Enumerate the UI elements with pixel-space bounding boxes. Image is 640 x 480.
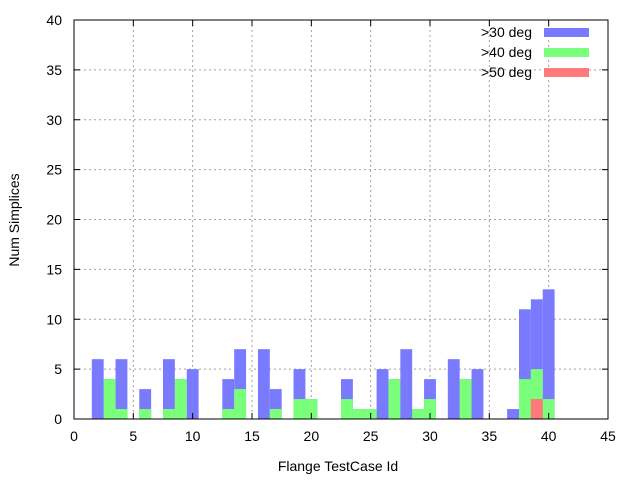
y-tick-label: 0 <box>54 411 62 427</box>
y-tick-labels: 0 5 10 15 20 25 30 35 40 <box>46 12 62 427</box>
bar-over-30 <box>519 309 531 419</box>
bar-over-40 <box>115 409 128 419</box>
bar-over-40 <box>222 409 235 419</box>
bar-over-40 <box>519 379 531 419</box>
x-tick-label: 0 <box>70 428 78 444</box>
y-axis-label: Num Simplices <box>6 173 22 266</box>
bar-over-50 <box>530 399 543 419</box>
bar-over-40 <box>234 389 247 419</box>
x-tick-label: 40 <box>541 428 557 444</box>
x-tick-label: 45 <box>600 428 616 444</box>
bar-over-30 <box>376 369 389 419</box>
legend: >30 deg >40 deg >50 deg <box>481 24 589 80</box>
y-tick-label: 5 <box>54 361 62 377</box>
bar-over-40 <box>459 379 472 419</box>
bar-over-40 <box>103 379 116 419</box>
legend-label: >40 deg <box>481 44 532 60</box>
bar-over-40 <box>174 379 187 419</box>
legend-swatch <box>544 68 589 77</box>
bar-over-30 <box>186 369 199 419</box>
bar-over-30 <box>471 369 484 419</box>
bar-over-30 <box>507 409 519 419</box>
y-tick-label: 15 <box>46 261 62 277</box>
bar-over-30 <box>257 349 270 419</box>
bar-over-30 <box>115 359 128 419</box>
bar-over-30 <box>222 379 235 419</box>
x-tick-labels: 0 5 10 15 20 25 30 35 40 45 <box>70 428 616 444</box>
x-axis-label: Flange TestCase Id <box>278 458 398 474</box>
axis-ticks <box>73 19 609 420</box>
bar-over-30 <box>139 389 152 419</box>
bar-over-40 <box>293 399 306 419</box>
y-tick-label: 40 <box>46 12 62 28</box>
x-tick-label: 20 <box>304 428 320 444</box>
bar-over-30 <box>91 359 104 419</box>
y-tick-label: 35 <box>46 62 62 78</box>
bar-over-30 <box>447 359 460 419</box>
bar-over-40 <box>139 409 152 419</box>
bar-over-40 <box>269 409 282 419</box>
bar-over-30 <box>530 299 543 419</box>
bar-over-40 <box>163 409 175 419</box>
x-tick-label: 30 <box>422 428 438 444</box>
bar-over-30 <box>163 359 175 419</box>
bar-over-30 <box>234 349 247 419</box>
legend-label: >50 deg <box>481 64 532 80</box>
bar-over-40 <box>352 409 365 419</box>
bar-over-40 <box>341 399 353 419</box>
bar-over-40 <box>424 399 436 419</box>
legend-label: >30 deg <box>481 24 532 40</box>
x-tick-label: 5 <box>129 428 137 444</box>
y-tick-label: 25 <box>46 162 62 178</box>
y-tick-label: 30 <box>46 112 62 128</box>
bar-over-40 <box>412 409 425 419</box>
bar-over-40 <box>542 399 555 419</box>
x-tick-label: 10 <box>185 428 201 444</box>
x-tick-label: 35 <box>482 428 498 444</box>
y-tick-label: 10 <box>46 311 62 327</box>
legend-swatch <box>544 28 589 37</box>
bar-over-40 <box>305 399 318 419</box>
legend-swatch <box>544 48 589 57</box>
x-tick-label: 15 <box>244 428 260 444</box>
bar-over-30 <box>269 389 282 419</box>
bar-over-30 <box>542 289 555 419</box>
bar-over-30 <box>400 349 413 419</box>
bar-over-40 <box>388 379 401 419</box>
bars <box>91 289 555 419</box>
bar-over-30 <box>293 369 306 419</box>
bar-over-40 <box>530 369 543 419</box>
y-tick-label: 20 <box>46 212 62 228</box>
x-tick-label: 25 <box>363 428 379 444</box>
